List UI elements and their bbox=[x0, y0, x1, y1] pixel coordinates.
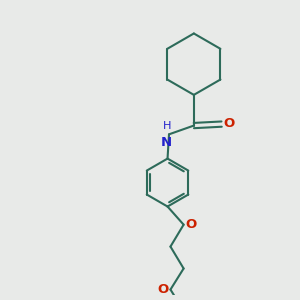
Text: O: O bbox=[158, 283, 169, 296]
Text: O: O bbox=[224, 117, 235, 130]
Text: O: O bbox=[185, 218, 197, 231]
Text: H: H bbox=[162, 121, 171, 130]
Text: N: N bbox=[161, 136, 172, 149]
